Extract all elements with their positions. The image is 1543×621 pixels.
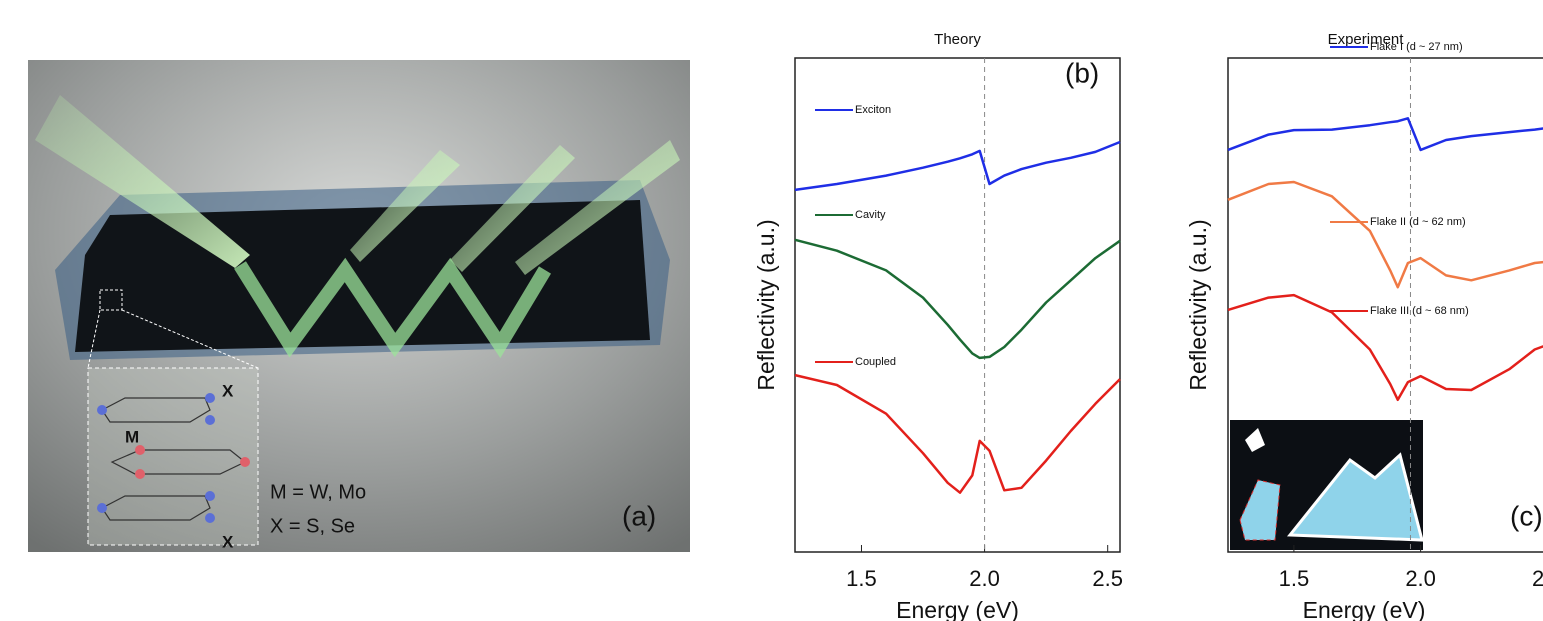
x-axis-label: Energy (eV) <box>1303 597 1426 621</box>
panel-label: (c) <box>1510 500 1543 531</box>
x-tick-label: 1.5 <box>846 566 877 591</box>
x-tick-label: 2.0 <box>969 566 1000 591</box>
crystal-slab <box>75 200 650 352</box>
x-tick-label: 2.5 <box>1532 566 1543 591</box>
x-tick-label: 2.5 <box>1092 566 1123 591</box>
legend-label: Flake II (d ~ 62 nm) <box>1370 216 1466 228</box>
legend-text: M = W, Mo <box>270 481 366 503</box>
legend-label: Cavity <box>855 209 886 221</box>
y-axis-label: Reflectivity (a.u.) <box>753 219 779 390</box>
legend-label: Coupled <box>855 356 896 368</box>
legend-label: Flake III (d ~ 68 nm) <box>1370 305 1469 317</box>
panel-label: (a) <box>622 500 656 531</box>
atom-label: X <box>222 532 234 551</box>
experiment-inset <box>1230 420 1423 550</box>
atom-label: M <box>125 427 139 446</box>
legend-text: X = S, Se <box>270 515 355 537</box>
x-tick-label: 1.5 <box>1279 566 1310 591</box>
panel-label: (b) <box>1065 57 1099 88</box>
chart-title: Theory <box>934 31 981 48</box>
line-series <box>1228 182 1543 287</box>
y-axis-label: Reflectivity (a.u.) <box>1185 219 1211 390</box>
line-series <box>795 240 1120 358</box>
legend-label: Flake I (d ~ 27 nm) <box>1370 41 1463 53</box>
line-series <box>1228 118 1543 150</box>
legend-label: Exciton <box>855 104 891 116</box>
figure: M X X M = W, Mo X = S, Se (a) Theory (b) E… <box>0 0 1543 621</box>
line-series <box>795 375 1120 493</box>
x-axis-label: Energy (eV) <box>896 597 1019 621</box>
illustration-panel: M X X M = W, Mo X = S, Se (a) <box>28 60 690 552</box>
atom-label: X <box>222 381 234 400</box>
line-series <box>795 142 1120 190</box>
x-tick-label: 2.0 <box>1405 566 1436 591</box>
plot-frame <box>795 58 1120 552</box>
